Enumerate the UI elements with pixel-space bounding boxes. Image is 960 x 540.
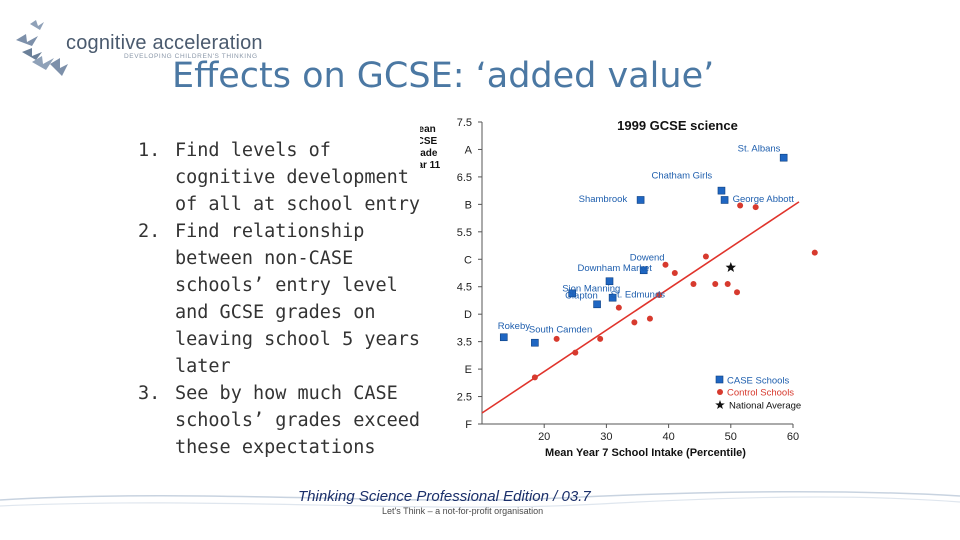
step-text: See by how much CASE schools’ grades exc… [175, 383, 421, 458]
x-tick-label: 60 [787, 431, 799, 443]
control-school-point [737, 202, 744, 209]
case-school-label: St. Edmunds [611, 290, 666, 301]
y-tick-label: 3.5 [457, 337, 472, 349]
logo-text: cognitive acceleration [66, 32, 263, 54]
y-tick-label: B [465, 199, 472, 211]
control-school-point [724, 280, 731, 287]
gcse-scatter-chart: 1999 GCSE science MeanGCSEGradeYear 11 7.5… [420, 117, 818, 459]
case-school-label: Dowend [630, 252, 665, 263]
case-school-label: George Abbott [733, 194, 795, 205]
bird-flock-icon [16, 20, 68, 76]
y-axis-label: Grade [420, 148, 438, 159]
y-axis-label: Year 11 [420, 160, 441, 171]
footer-wave [0, 490, 960, 508]
case-school-label: South Camden [529, 325, 592, 336]
slide-title: Effects on GCSE: ‘added value’ [172, 56, 715, 96]
case-school-label: Clapton [565, 290, 598, 301]
case-school-point [636, 196, 645, 204]
logo-tagline: DEVELOPING CHILDREN'S THINKING [124, 53, 258, 60]
case-school-point [720, 196, 729, 204]
case-school-label: Downham Market [578, 263, 653, 274]
control-school-point [553, 335, 560, 342]
y-tick-label: 7.5 [457, 117, 472, 129]
chart-title: 1999 GCSE science [617, 118, 738, 133]
control-school-point [752, 204, 759, 211]
case-school-point [593, 300, 601, 309]
footer-org: Let's Think – a not-for-profit organisat… [382, 506, 544, 516]
control-school-point [646, 315, 653, 322]
step-item: 1. Find levels of cognitive development o… [138, 137, 428, 218]
x-tick-label: 50 [725, 431, 737, 443]
control-school-point [631, 319, 638, 326]
y-tick-label: E [465, 364, 472, 376]
case-school-point [717, 186, 726, 195]
case-school-point [605, 277, 614, 286]
control-school-point [572, 349, 579, 356]
control-school-point [531, 374, 538, 381]
y-tick-label: 2.5 [457, 392, 472, 404]
y-tick-label: C [464, 254, 472, 266]
y-tick-label: D [464, 309, 472, 321]
case-school-label: Sion Manning [562, 283, 620, 294]
legend-case-marker [715, 375, 724, 384]
legend-control-label: Control Schools [727, 388, 794, 399]
legend-national-marker [715, 400, 725, 409]
case-school-point [608, 293, 617, 302]
x-tick-label: 20 [538, 431, 550, 443]
case-school-point [531, 338, 539, 347]
y-tick-label: F [465, 419, 472, 431]
case-school-point [568, 289, 576, 298]
control-school-point [597, 335, 604, 342]
step-item: 3. See by how much CASE schools’ grades e… [138, 380, 428, 461]
legend-control-marker [717, 389, 723, 395]
legend-national-label: National Average [729, 401, 801, 412]
x-axis-label: Mean Year 7 School Intake (Percentile) [545, 447, 746, 459]
case-school-label: St. Albans [738, 144, 781, 155]
y-axis-label: Mean [420, 124, 436, 135]
step-number: 3. [138, 383, 161, 404]
national-average-point [725, 262, 736, 272]
logo: cognitive acceleration DEVELOPING CHILDR… [12, 18, 302, 88]
control-school-point [662, 261, 669, 268]
y-axis-label: GCSE [420, 136, 437, 147]
case-school-label: Chatham Girls [651, 171, 712, 182]
control-school-point [811, 249, 818, 256]
control-school-point [690, 280, 697, 287]
legend-case-label: CASE Schools [727, 376, 790, 387]
x-tick-label: 40 [662, 431, 674, 443]
y-tick-label: 5.5 [457, 227, 472, 239]
control-school-point [702, 253, 709, 260]
x-tick-label: 30 [600, 431, 612, 443]
control-school-point [615, 304, 622, 311]
case-school-point [499, 333, 508, 342]
step-text: Find relationship between non-CASE schoo… [175, 221, 421, 377]
y-tick-label: A [465, 144, 473, 156]
control-school-point [734, 289, 741, 296]
control-school-point [712, 280, 719, 287]
y-tick-label: 6.5 [457, 172, 472, 184]
footer-title: Thinking Science Professional Edition / … [298, 488, 591, 505]
control-school-point [656, 291, 663, 298]
case-school-label: Rokeby [498, 321, 530, 332]
steps-list: 1. Find levels of cognitive development o… [138, 137, 428, 461]
y-tick-label: 4.5 [457, 282, 472, 294]
step-text: Find levels of cognitive development of … [175, 140, 421, 215]
step-number: 1. [138, 140, 161, 161]
case-school-label: Shambrook [579, 194, 628, 205]
case-school-point [779, 153, 788, 162]
control-school-point [671, 270, 678, 276]
case-school-point [639, 266, 648, 275]
step-number: 2. [138, 221, 161, 242]
step-item: 2. Find relationship between non-CASE sch… [138, 218, 428, 380]
